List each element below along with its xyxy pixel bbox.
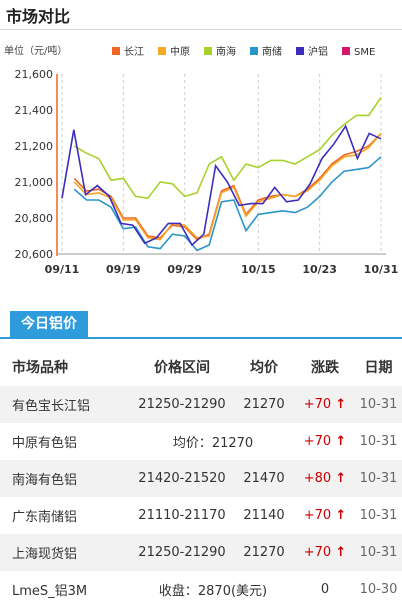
y-tick-label: 21,000: [15, 176, 54, 189]
cell-date: 10-30: [359, 582, 398, 597]
cell-avg: 21270: [233, 534, 295, 571]
legend-entry: 南储: [262, 45, 282, 58]
legend-entry: SME: [354, 47, 375, 58]
series-line: [73, 132, 382, 241]
arrow-up-icon: ↑: [335, 434, 347, 449]
legend-entry: 长江: [124, 46, 144, 58]
legend-swatch: [204, 47, 212, 55]
table-row: 有色宝长江铝 21250-21290 21270 +70 ↑ 10-31: [0, 386, 402, 423]
cell-range: 21420-21520: [131, 460, 233, 497]
cell-avg: 21270: [233, 386, 295, 423]
page-title: 市场对比: [6, 7, 71, 26]
legend-entry: 南海: [216, 45, 236, 58]
cell-change: +70 ↑: [295, 423, 355, 460]
change-value: +70: [303, 545, 332, 560]
series-line: [73, 96, 382, 200]
x-tick-label: 09/19: [106, 263, 141, 276]
legend-swatch: [112, 47, 120, 55]
series-line: [61, 124, 382, 247]
table-header-row: 市场品种 价格区间 均价 涨跌 日期: [0, 348, 402, 386]
table-row: 广东南储铝 21110-21170 21140 +70 ↑ 10-31: [0, 497, 402, 534]
cell-avg: 21470: [233, 460, 295, 497]
series-line: [73, 132, 382, 241]
header-avg: 均价: [250, 360, 278, 376]
cell-change: +70 ↑: [295, 534, 355, 571]
y-tick-label: 21,200: [15, 140, 54, 153]
cell-date: 10-31: [355, 534, 402, 571]
cell-name: 有色宝长江铝: [0, 386, 131, 423]
cell-date: 10-31: [359, 434, 398, 449]
change-value: +70: [303, 508, 332, 523]
cell-name: 广东南储铝: [12, 510, 78, 525]
series-line: [73, 156, 382, 252]
header-divider: [0, 29, 402, 30]
cell-change: +80 ↑: [295, 460, 355, 497]
x-tick-label: 09/11: [45, 263, 80, 276]
x-tick-label: 10/23: [302, 263, 337, 276]
arrow-up-icon: ↑: [335, 397, 347, 412]
change-value: +80: [303, 471, 332, 486]
y-tick-label: 21,600: [15, 68, 54, 81]
arrow-up-icon: ↑: [335, 508, 347, 523]
legend-swatch: [250, 47, 258, 55]
cell-range-avg: 均价：21270: [172, 436, 254, 451]
legend-swatch: [342, 47, 350, 55]
x-tick-label: 09/29: [167, 263, 202, 276]
cell-change: +70 ↑: [295, 497, 355, 534]
header-change: 涨跌: [311, 360, 339, 376]
arrow-up-icon: ↑: [335, 545, 347, 560]
table-row: 上海现货铝 21250-21290 21270 +70 ↑ 10-31: [0, 534, 402, 571]
cell-range: 21110-21170: [138, 508, 226, 523]
cell-name: LmeS_铝3M: [12, 584, 88, 599]
cell-name: 上海现货铝: [0, 534, 131, 571]
legend-entry: 沪铝: [308, 45, 328, 58]
cell-avg: 21140: [243, 508, 285, 523]
legend-swatch: [296, 47, 304, 55]
y-tick-label: 21,400: [15, 104, 54, 117]
x-tick-label: 10/31: [364, 263, 399, 276]
change-value: 0: [320, 582, 330, 597]
tab-today-price[interactable]: 今日铝价: [10, 311, 88, 338]
market-comparison-chart: 单位（元/吨） 长江 中原 南海 南储 沪铝 SME 20,600 20,800 21,000 21…: [4, 44, 399, 276]
arrow-up-icon: ↑: [335, 471, 347, 486]
table-row: LmeS_铝3M 收盘：2870(美元) 0 10-30: [0, 571, 402, 608]
cell-date: 10-31: [359, 508, 398, 523]
change-value: +70: [303, 434, 332, 449]
change-value: +70: [303, 397, 332, 412]
y-tick-label: 20,600: [15, 248, 54, 261]
header-name: 市场品种: [12, 360, 68, 376]
page-header: 市场对比: [0, 0, 402, 30]
y-tick-label: 20,800: [15, 212, 54, 225]
header-range: 价格区间: [154, 360, 210, 376]
cell-name: 中原有色铝: [12, 436, 78, 451]
cell-range: 21250-21290: [131, 534, 233, 571]
section-divider: [0, 337, 402, 339]
price-table: 市场品种 价格区间 均价 涨跌 日期 有色宝长江铝 21250-21290 21…: [0, 348, 402, 608]
legend-entry: 中原: [170, 45, 190, 58]
legend-swatch: [158, 47, 166, 55]
cell-date: 10-31: [355, 460, 402, 497]
cell-range: 21250-21290: [131, 386, 233, 423]
cell-name: 南海有色铝: [0, 460, 131, 497]
table-row: 南海有色铝 21420-21520 21470 +80 ↑ 10-31: [0, 460, 402, 497]
cell-change: 0: [295, 571, 355, 608]
cell-change: +70 ↑: [295, 386, 355, 423]
cell-range-avg: 收盘：2870(美元): [158, 584, 268, 599]
x-tick-label: 10/15: [241, 263, 276, 276]
table-row: 中原有色铝 均价：21270 +70 ↑ 10-31: [0, 423, 402, 460]
y-axis-label: 单位（元/吨）: [4, 44, 67, 57]
cell-date: 10-31: [355, 386, 402, 423]
header-date: 日期: [364, 360, 393, 376]
